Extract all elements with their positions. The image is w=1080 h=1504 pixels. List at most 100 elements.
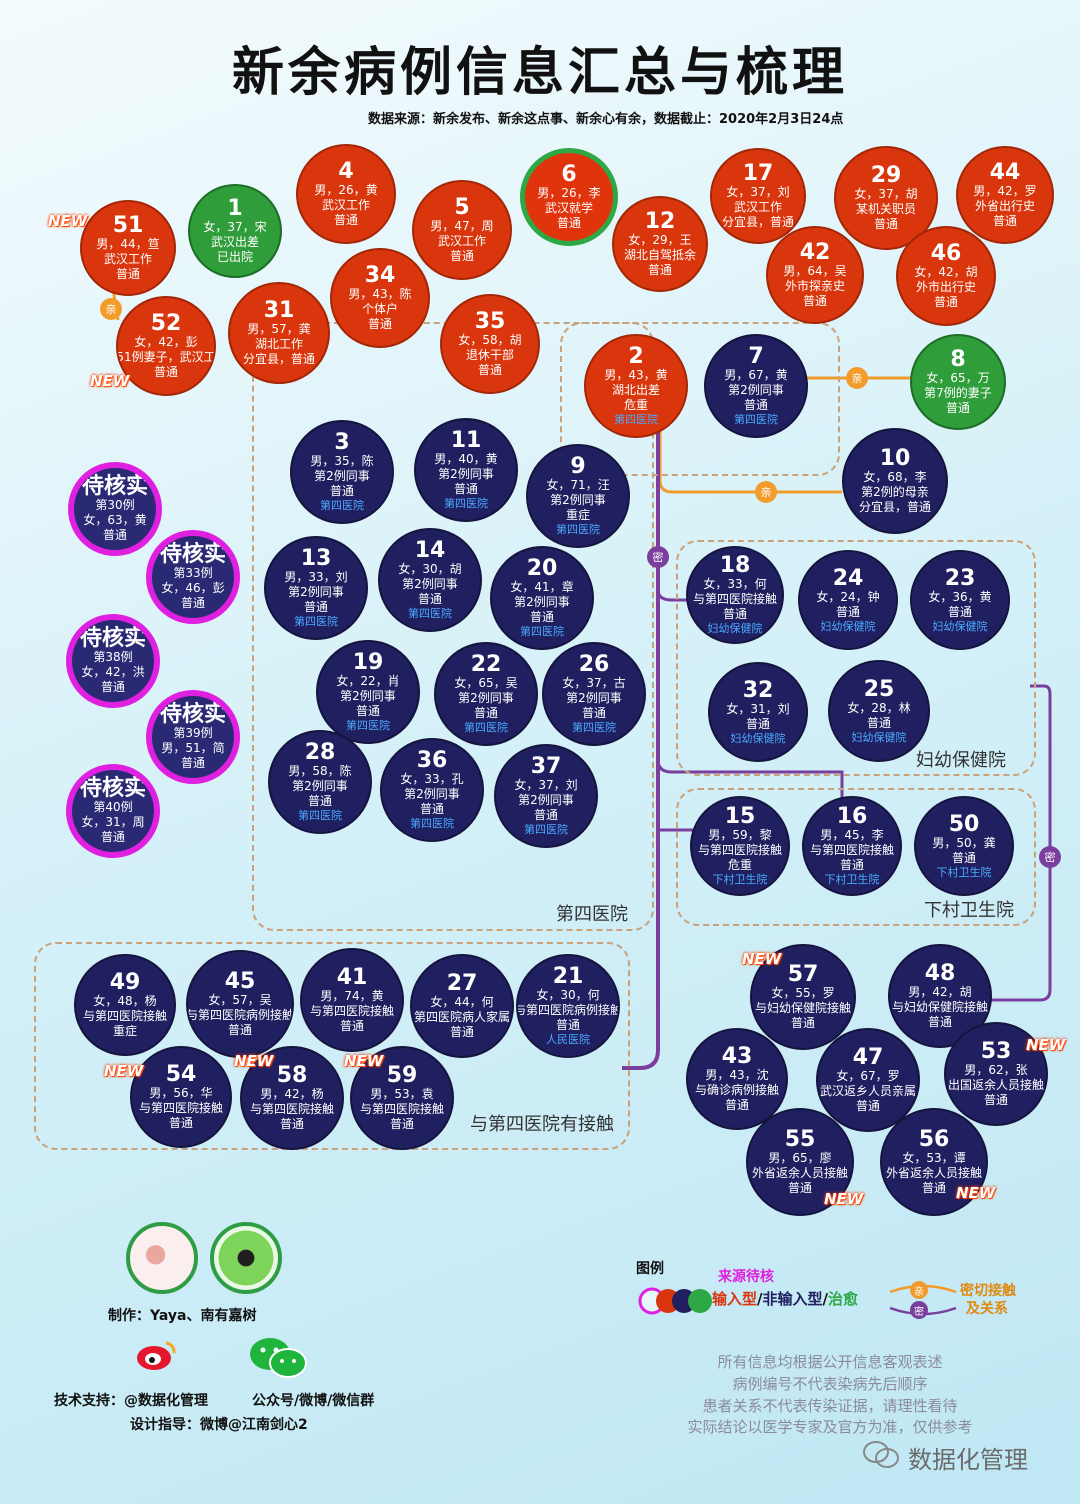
case-number: 11: [450, 428, 482, 454]
case-hospital: 第四医院: [320, 499, 364, 513]
case-info: 男，33，刘: [284, 570, 348, 585]
case-number: 22: [470, 652, 502, 678]
case-number: 31: [263, 297, 295, 323]
case-hospital: 第四医院: [410, 817, 454, 831]
case-info: 普通: [100, 680, 125, 695]
case-info: 第2例同事: [438, 467, 494, 482]
case-info: 普通: [100, 830, 125, 845]
case-info: 与第四医院接触: [697, 843, 782, 858]
case-info: 重症: [565, 508, 590, 523]
case-number: 41: [336, 964, 368, 990]
case-info: 男，26，黄: [314, 183, 378, 198]
disclaimer-line: 所有信息均根据公开信息客观表述: [717, 1353, 943, 1371]
case-info: 普通: [722, 607, 747, 622]
case-info: 女，37，宋: [203, 220, 267, 235]
case-number: 44: [989, 159, 1021, 185]
case-info: 男，58，陈: [288, 764, 352, 779]
case-node-n18: 18 女，33，何 与第四医院接触 普通 妇幼保健院: [686, 546, 784, 644]
case-info: 与第四医院接触: [249, 1102, 334, 1117]
page-title: 新余病例信息汇总与梳理: [231, 43, 848, 103]
case-number: 36: [416, 748, 448, 774]
group-xiacun: [676, 788, 1036, 926]
case-info: 女，53，谭: [902, 1151, 966, 1166]
data-source: 数据来源：新余发布、新余这点事、新余心有余，数据截止：2020年2月3日24点: [368, 112, 844, 127]
case-info: 普通: [449, 249, 474, 264]
case-hospital: 妇幼保健院: [730, 731, 786, 745]
case-info: 普通: [115, 267, 140, 282]
group-label-xiacun: 下村卫生院: [924, 900, 1014, 921]
case-info: 普通: [477, 363, 502, 378]
case-node-p39: 待核实 第39例 男，51，简 普通: [146, 690, 240, 784]
case-info: 女，30，胡: [398, 562, 462, 577]
case-number: 18: [719, 553, 751, 579]
case-info: 普通: [417, 592, 442, 607]
case-info: 男，62，张: [964, 1063, 1028, 1078]
case-info: 普通: [873, 217, 898, 232]
case-node-n57: 57 女，55，罗 与妇幼保健院接触 普通: [750, 944, 856, 1050]
new-tag: NEW: [344, 1052, 384, 1070]
case-info: 女，37，刘: [726, 185, 790, 200]
case-info: 女，30，何: [536, 988, 600, 1003]
author-avatar-nanyoujiashu: [210, 1222, 282, 1294]
kin-tag: 亲: [846, 367, 868, 389]
case-node-p30: 待核实 第30例 女，63，黄 普通: [68, 462, 162, 556]
case-node-n10: 10 女，68，李 第2例的母亲 分宜县，普通: [842, 428, 948, 534]
new-tag: NEW: [234, 1052, 274, 1070]
case-number: 27: [446, 970, 478, 996]
case-info: 普通: [529, 610, 554, 625]
case-number: 20: [526, 556, 558, 582]
case-info: 普通: [947, 604, 972, 619]
case-info: 普通: [279, 1117, 304, 1132]
case-node-n48: 48 男，42，胡 与妇幼保健院接触 普通: [888, 944, 992, 1048]
case-node-n14: 14 女，30，胡 第2例同事 普通 第四医院: [378, 528, 482, 632]
case-info: 普通: [303, 600, 328, 615]
case-info: 男，59，黎: [708, 828, 772, 843]
case-info: 女，55，罗: [771, 986, 835, 1001]
case-node-n23: 23 女，36，黄 普通 妇幼保健院: [910, 550, 1010, 650]
case-info: 普通: [647, 263, 672, 278]
case-number: 13: [300, 546, 332, 572]
case-info: 女，28，林: [847, 700, 911, 715]
kin-tag: 亲: [755, 481, 777, 503]
case-node-p40: 待核实 第40例 女，31，周 普通: [66, 764, 160, 858]
case-info: 女，48，杨: [93, 994, 157, 1009]
case-info: 第2例同事: [550, 493, 606, 508]
case-number: 55: [784, 1126, 816, 1152]
case-info: 普通: [951, 850, 976, 865]
legend-type-labels: 输入型/非输入型/治愈: [712, 1288, 858, 1309]
case-info: 危重: [623, 398, 648, 413]
case-node-n12: 12 女，29，王 湖北自驾抵余 普通: [612, 196, 708, 292]
case-number: 24: [832, 565, 864, 591]
case-node-n59: 59 男，53，袁 与第四医院接触 普通: [350, 1046, 454, 1150]
case-hospital: 第四医院: [464, 721, 508, 735]
new-tag: NEW: [104, 1062, 144, 1080]
case-info: 女，42，彭: [134, 335, 198, 350]
case-number: 8: [950, 346, 966, 372]
legend-circles: [638, 1286, 718, 1316]
case-info: 女，33，何: [703, 577, 767, 592]
case-node-n17: 17 女，37，刘 武汉工作 分宜县，普通: [710, 148, 806, 244]
case-hospital: 第四医院: [520, 625, 564, 639]
case-info: 第四医院病人家属: [413, 1010, 510, 1025]
legend-sep: /: [822, 1290, 828, 1308]
case-hospital: 下村卫生院: [824, 873, 880, 887]
case-node-n53: 53 男，62，张 出国返余人员接触 普通: [944, 1022, 1048, 1126]
wechat-icon: [248, 1336, 308, 1380]
case-number: 16: [836, 804, 868, 830]
case-info: 第2例同事: [402, 577, 458, 592]
case-info: 普通: [933, 295, 958, 310]
group-label-fuyou: 妇幼保健院: [916, 750, 1006, 771]
case-node-n5: 5 男，47，周 武汉工作 普通: [412, 180, 512, 280]
case-hospital: 妇幼保健院: [820, 619, 876, 633]
new-tag: NEW: [824, 1190, 864, 1208]
case-node-p38: 待核实 第38例 女，42，洪 普通: [66, 614, 160, 708]
legend-cured: 治愈: [828, 1290, 859, 1308]
case-number: 43: [721, 1043, 753, 1069]
case-number: 9: [570, 454, 586, 480]
case-info: 女，41，章: [510, 580, 574, 595]
case-node-n11: 11 男，40，黄 第2例同事 普通 第四医院: [414, 418, 518, 522]
case-info: 男，42，杨: [260, 1087, 324, 1102]
case-number: 7: [748, 344, 764, 370]
case-info: 普通: [992, 214, 1017, 229]
